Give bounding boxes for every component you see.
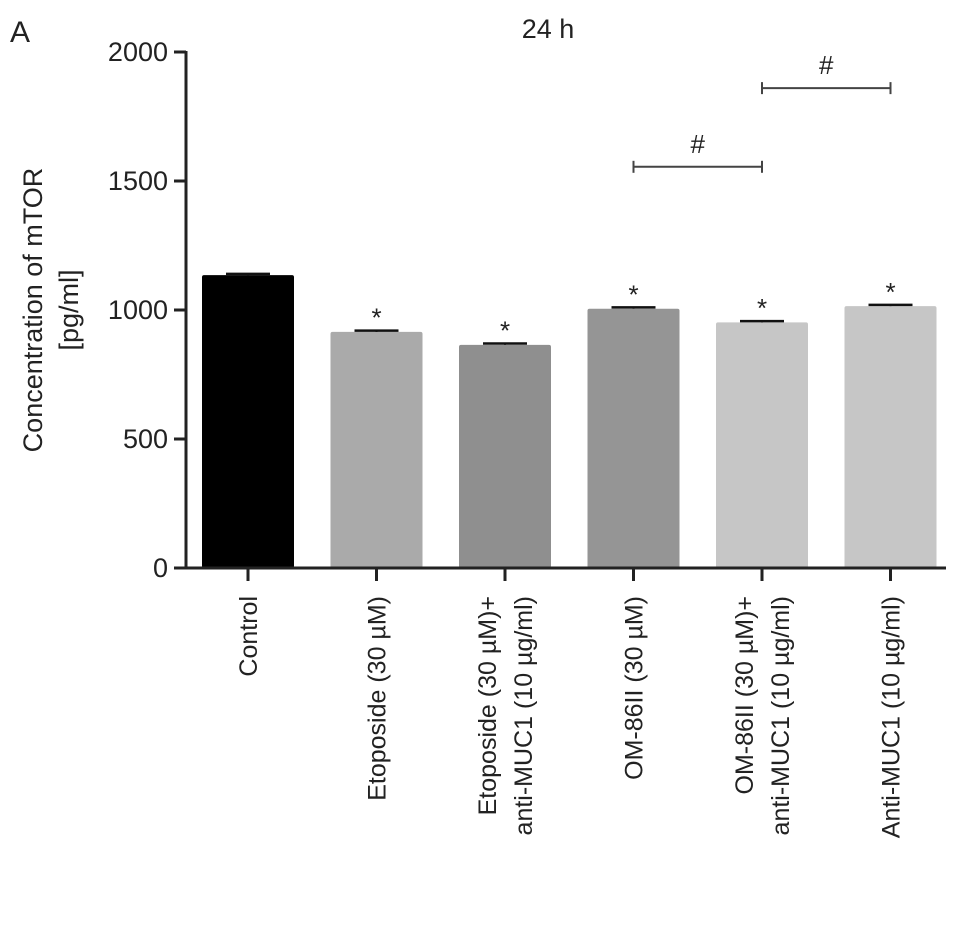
x-category-label: Etoposide (30 µM) [364, 596, 392, 801]
bar [844, 306, 937, 568]
x-category-label: anti-MUC1 (10 µg/ml) [767, 596, 795, 835]
y-tick-label: 1500 [108, 166, 168, 196]
significance-star: * [500, 316, 510, 346]
y-tick-label: 1000 [108, 295, 168, 325]
y-tick-label: 2000 [108, 37, 168, 67]
significance-star: * [885, 277, 895, 307]
x-category-label: OM-86II (30 µM) [621, 596, 649, 780]
bar [459, 344, 551, 568]
x-category-label: Anti-MUC1 (10 µg/ml) [878, 596, 906, 838]
x-axis: Control Etoposide (30 µM) Etoposide (30 µM… [186, 566, 946, 838]
bars [202, 272, 937, 568]
bar [716, 322, 808, 568]
significance-star: * [628, 279, 638, 309]
y-tick-label: 0 [153, 553, 168, 583]
y-tick-label: 500 [123, 424, 168, 454]
y-axis: 0 500 1000 1500 2000 [108, 37, 188, 583]
chart-title: 24 h [522, 14, 575, 44]
x-category-label: Etoposide (30 µM)+ [474, 596, 502, 815]
comparison-symbol: # [691, 129, 706, 159]
significance-markers: * * * * * # # [371, 50, 895, 345]
y-axis-title-line1: Concentration of mTOR [18, 168, 48, 453]
panel-label: A [10, 16, 30, 49]
bar [202, 275, 294, 568]
bar [330, 331, 423, 568]
significance-star: * [757, 293, 767, 323]
y-axis-title-line2: [pg/ml] [54, 269, 84, 350]
x-category-label: Control [235, 596, 263, 677]
bar [587, 308, 680, 568]
significance-star: * [371, 303, 381, 333]
comparison-symbol: # [819, 50, 834, 80]
x-category-label: anti-MUC1 (10 µg/ml) [510, 596, 538, 835]
x-category-label: OM-86II (30 µM)+ [731, 596, 759, 794]
